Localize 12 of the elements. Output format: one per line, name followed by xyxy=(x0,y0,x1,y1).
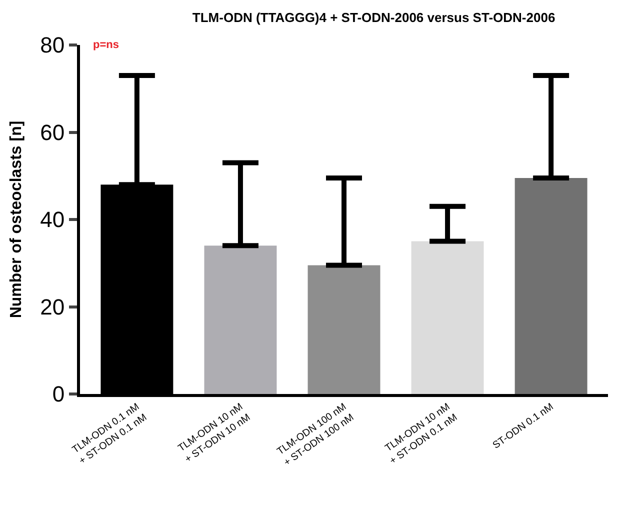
bar xyxy=(514,178,588,394)
y-axis-title: Number of osteoclasts [n] xyxy=(8,120,26,318)
bar xyxy=(308,265,380,394)
y-tick-label: 0 xyxy=(52,382,65,407)
bar xyxy=(204,246,277,394)
y-tick-label: 80 xyxy=(40,32,65,58)
bar xyxy=(411,241,484,394)
y-tick-label: 40 xyxy=(40,207,65,232)
y-tick-label: 20 xyxy=(40,294,65,320)
chart-title: TLM-ODN (TTAGGG)4 + ST-ODN-2006 versus ST-ODN-2006 xyxy=(192,10,556,26)
annotation: p=ns xyxy=(93,39,119,51)
y-tick-label: 60 xyxy=(40,120,65,145)
